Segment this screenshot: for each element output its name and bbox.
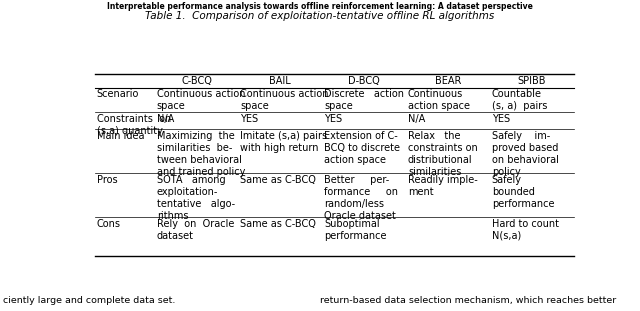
Text: Imitate (s,a) pairs
with high return: Imitate (s,a) pairs with high return (241, 131, 328, 153)
Text: Extension of C-
BCQ to discrete
action space: Extension of C- BCQ to discrete action s… (324, 131, 400, 165)
Text: Main idea: Main idea (97, 131, 145, 141)
Text: Countable
(s, a)  pairs: Countable (s, a) pairs (492, 90, 547, 111)
Text: Relax   the
constraints on
distributional
similarities: Relax the constraints on distributional … (408, 131, 477, 177)
Text: Continuous action
space: Continuous action space (241, 90, 329, 111)
Text: Suboptimal
performance: Suboptimal performance (324, 219, 387, 241)
Text: return-based data selection mechanism, which reaches better: return-based data selection mechanism, w… (320, 296, 616, 305)
Text: Better     per-
formance     on
random/less
Oracle dataset: Better per- formance on random/less Orac… (324, 175, 398, 221)
Text: BEAR: BEAR (435, 76, 461, 86)
Text: YES: YES (492, 114, 510, 124)
Text: YES: YES (324, 114, 342, 124)
Text: Hard to count
N(s,a): Hard to count N(s,a) (492, 219, 559, 241)
Text: Discrete   action
space: Discrete action space (324, 90, 404, 111)
Text: Continuous action
space: Continuous action space (157, 90, 245, 111)
Text: ciently large and complete data set.: ciently large and complete data set. (3, 296, 175, 305)
Text: N/A: N/A (157, 114, 174, 124)
Text: Safely    im-
proved based
on behavioral
policy: Safely im- proved based on behavioral po… (492, 131, 559, 177)
Text: Maximizing  the
similarities  be-
tween behavioral
and trained policy: Maximizing the similarities be- tween be… (157, 131, 245, 177)
Text: N/A: N/A (408, 114, 425, 124)
Text: Same as C-BCQ: Same as C-BCQ (241, 219, 316, 229)
Text: Safely
bounded
performance: Safely bounded performance (492, 175, 554, 209)
Text: SPIBB: SPIBB (517, 76, 546, 86)
Text: Continuous
action space: Continuous action space (408, 90, 470, 111)
Text: Pros: Pros (97, 175, 118, 185)
Text: Readily imple-
ment: Readily imple- ment (408, 175, 477, 197)
Text: Same as C-BCQ: Same as C-BCQ (241, 175, 316, 185)
Text: Constraints  on
(s,a) quantity: Constraints on (s,a) quantity (97, 114, 171, 136)
Text: Rely  on  Oracle
dataset: Rely on Oracle dataset (157, 219, 234, 241)
Text: D-BCQ: D-BCQ (348, 76, 380, 86)
Text: Interpretable performance analysis towards offline reinforcement learning: A dat: Interpretable performance analysis towar… (107, 2, 533, 11)
Text: C-BCQ: C-BCQ (181, 76, 212, 86)
Text: YES: YES (241, 114, 259, 124)
Text: Table 1.  Comparison of exploitation-tentative offline RL algorithms: Table 1. Comparison of exploitation-tent… (145, 11, 495, 21)
Text: Scenario: Scenario (97, 90, 140, 100)
Text: SOTA   among
exploitation-
tentative   algo-
rithms: SOTA among exploitation- tentative algo-… (157, 175, 235, 221)
Text: Cons: Cons (97, 219, 121, 229)
Text: BAIL: BAIL (269, 76, 291, 86)
